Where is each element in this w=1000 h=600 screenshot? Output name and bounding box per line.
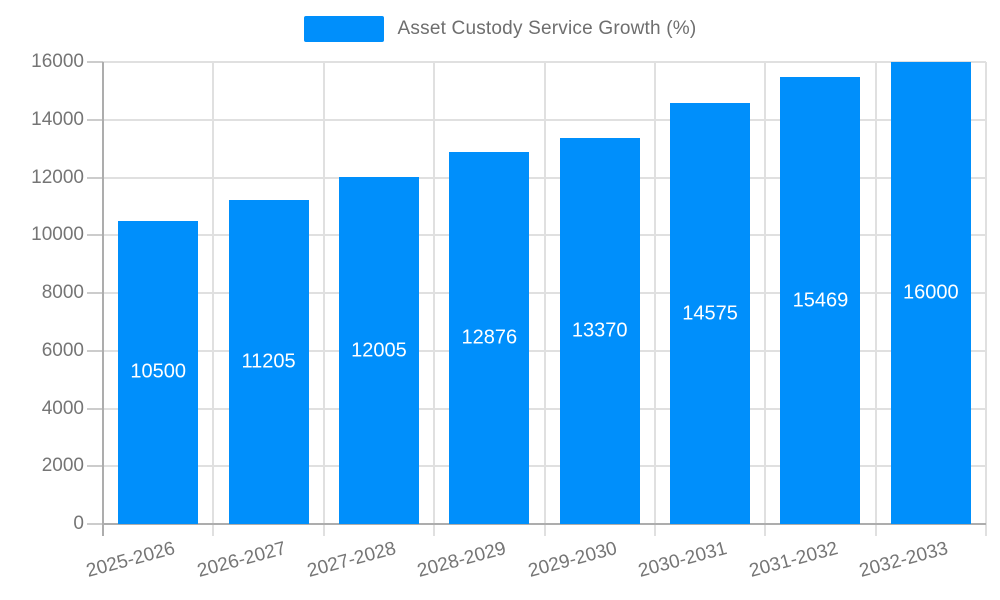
x-tick-label: 2026-2027 [194, 538, 288, 582]
y-axis-tick [87, 118, 103, 121]
x-axis-tick [212, 524, 215, 536]
v-gridline [212, 62, 215, 524]
y-tick-label: 2000 [41, 455, 84, 477]
v-gridline [985, 62, 987, 524]
v-gridline [653, 62, 656, 524]
x-tick-label: 2025-2026 [84, 538, 178, 582]
bar-value-label: 12005 [351, 339, 407, 362]
x-axis-line [103, 523, 986, 525]
y-axis-tick [87, 234, 103, 237]
y-tick-label: 4000 [41, 397, 84, 419]
x-axis-tick [985, 524, 987, 536]
v-gridline [433, 62, 436, 524]
x-tick-label: 2032-2033 [857, 538, 951, 582]
bar-value-label: 13370 [571, 319, 628, 342]
x-axis-tick [874, 524, 877, 536]
x-tick-label: 2027-2028 [305, 538, 399, 582]
x-axis-tick [653, 524, 656, 536]
x-axis-tick [322, 524, 325, 536]
bar-value-label: 10500 [130, 360, 186, 383]
bar [670, 103, 751, 524]
x-axis-tick [764, 524, 767, 536]
y-tick-label: 10000 [31, 224, 84, 246]
bar-value-label: 15469 [792, 289, 849, 312]
y-axis-tick [87, 349, 103, 352]
y-axis-tick [87, 292, 103, 294]
y-axis-tick [87, 61, 103, 63]
x-tick-label: 2030-2031 [636, 538, 730, 582]
y-axis-tick [87, 523, 103, 525]
y-axis-tick [87, 465, 103, 468]
y-tick-label: 14000 [31, 108, 84, 130]
y-tick-label: 12000 [31, 166, 84, 188]
bar-value-label: 14575 [682, 302, 738, 325]
v-gridline [874, 62, 877, 524]
y-tick-label: 0 [73, 513, 84, 534]
x-axis-tick [543, 524, 546, 536]
y-tick-label: 8000 [41, 282, 84, 303]
bar [338, 177, 419, 524]
x-axis-tick [433, 524, 436, 536]
bar [449, 152, 530, 524]
bar-value-label: 12876 [461, 326, 518, 349]
x-tick-label: 2031-2032 [746, 538, 840, 582]
bar [890, 62, 971, 524]
y-tick-label: 6000 [41, 339, 84, 361]
v-gridline [322, 62, 325, 524]
v-gridline [764, 62, 767, 524]
legend-swatch [303, 16, 384, 42]
x-tick-label: 2028-2029 [415, 538, 509, 582]
y-axis-tick [87, 176, 103, 179]
bar [780, 77, 861, 524]
y-tick-label: 16000 [31, 51, 84, 72]
bar [228, 200, 309, 524]
y-axis-tick [87, 407, 103, 410]
chart-legend[interactable]: Asset Custody Service Growth (%) [0, 16, 1000, 42]
x-tick-label: 2029-2030 [525, 538, 620, 582]
v-gridline [543, 62, 546, 524]
bar [118, 220, 199, 524]
legend-label: Asset Custody Service Growth (%) [397, 18, 697, 39]
y-axis-line [102, 62, 104, 536]
bar-value-label: 16000 [903, 281, 959, 304]
bar [559, 137, 640, 524]
bar-value-label: 11205 [241, 350, 296, 373]
